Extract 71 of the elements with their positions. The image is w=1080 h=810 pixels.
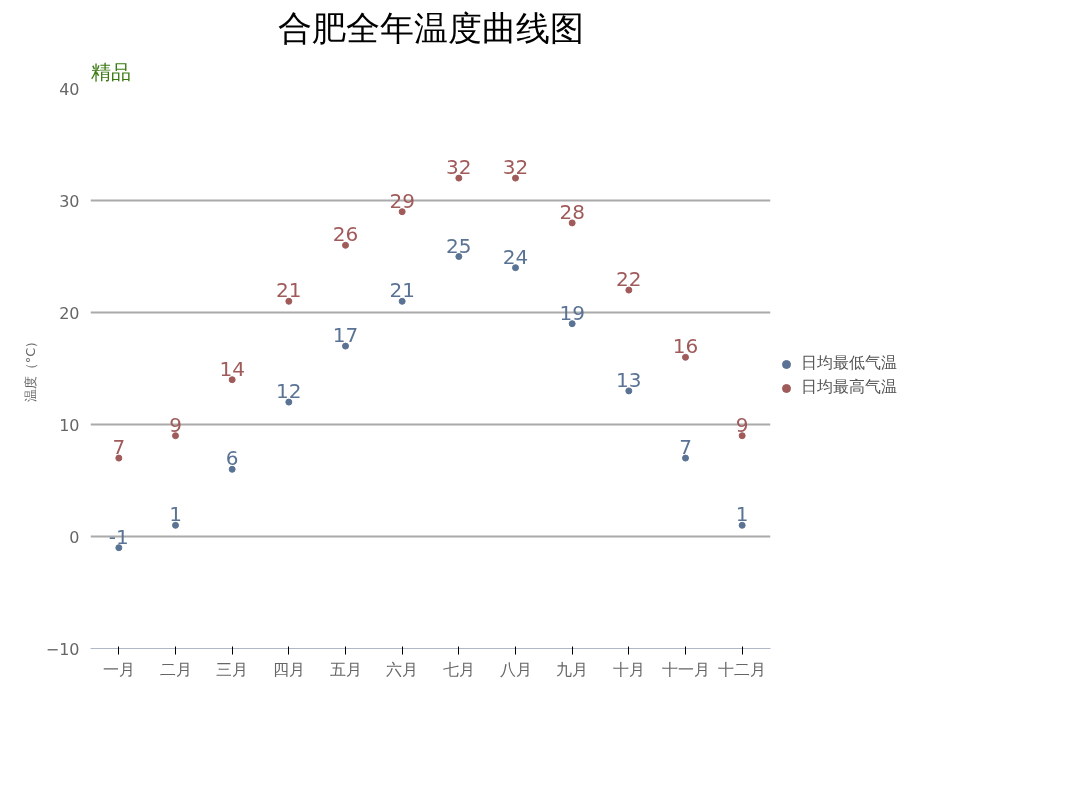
x-tick-label: 八月	[499, 659, 532, 679]
data-label: 14	[219, 356, 245, 381]
x-tick-label: 九月	[556, 659, 589, 679]
point	[115, 544, 123, 552]
point	[228, 376, 236, 384]
point	[455, 174, 463, 182]
point	[512, 264, 519, 272]
point	[228, 465, 236, 473]
data-label: 25	[446, 233, 472, 258]
point	[568, 219, 576, 227]
y-tick-label: 20	[59, 303, 80, 323]
point	[738, 432, 746, 440]
data-label: 6	[225, 446, 239, 471]
data-label: 19	[559, 300, 585, 325]
point	[568, 320, 576, 328]
data-label: 9	[735, 412, 749, 437]
x-tick-label: 十月	[612, 659, 645, 679]
x-tick-label: 十二月	[718, 659, 767, 679]
data-label: 21	[389, 278, 415, 303]
y-tick-label: 30	[59, 191, 80, 211]
x-tick-label: 十一月	[661, 659, 710, 679]
legend-label: 日均最高气温	[801, 377, 897, 398]
point	[342, 241, 349, 249]
y-axis-title: 温度（°C）	[22, 334, 38, 403]
data-label: 32	[446, 155, 472, 180]
x-tick-label: 四月	[272, 659, 305, 679]
y-tick-label: 0	[69, 527, 80, 547]
data-label: 12	[276, 379, 302, 404]
x-tick-label: 七月	[442, 659, 475, 679]
point	[115, 454, 123, 462]
point	[625, 387, 633, 395]
point	[285, 297, 293, 305]
data-label: 17	[332, 323, 359, 348]
y-tick-label: 40	[59, 79, 80, 99]
x-tick-label: 五月	[329, 659, 362, 679]
data-label: 24	[502, 244, 529, 269]
point	[172, 432, 179, 440]
chart-title: 合肥全年温度曲线图	[277, 7, 584, 48]
y-tick-label: −10	[45, 639, 80, 659]
point	[455, 253, 463, 260]
data-label: -1	[108, 524, 129, 549]
data-label: 32	[502, 155, 529, 180]
x-tick-label: 二月	[159, 659, 192, 679]
data-label: 13	[616, 367, 642, 392]
text: 精品	[90, 59, 131, 84]
x-tick-label: 六月	[386, 659, 419, 679]
point	[682, 353, 689, 361]
data-label: 9	[169, 412, 182, 437]
point	[342, 342, 349, 350]
point	[285, 398, 293, 406]
point	[398, 297, 406, 305]
legend-label: 日均最低气温	[801, 353, 897, 374]
point	[738, 521, 746, 529]
point	[512, 174, 519, 182]
point	[398, 208, 406, 216]
data-label: 22	[616, 267, 642, 292]
data-label: 16	[672, 334, 699, 359]
data-label: 1	[735, 502, 749, 527]
data-label: 1	[169, 502, 182, 527]
data-label: 7	[112, 435, 126, 460]
x-tick-label: 三月	[216, 659, 249, 679]
data-label: 26	[332, 222, 359, 247]
point	[682, 454, 689, 462]
point	[625, 286, 633, 294]
y-tick-label: 10	[59, 415, 80, 435]
data-label: 7	[679, 435, 692, 460]
x-tick-label: 一月	[102, 659, 135, 679]
point	[172, 521, 179, 529]
data-label: 29	[389, 188, 415, 213]
data-label: 28	[559, 199, 585, 224]
data-label: 21	[276, 278, 302, 303]
